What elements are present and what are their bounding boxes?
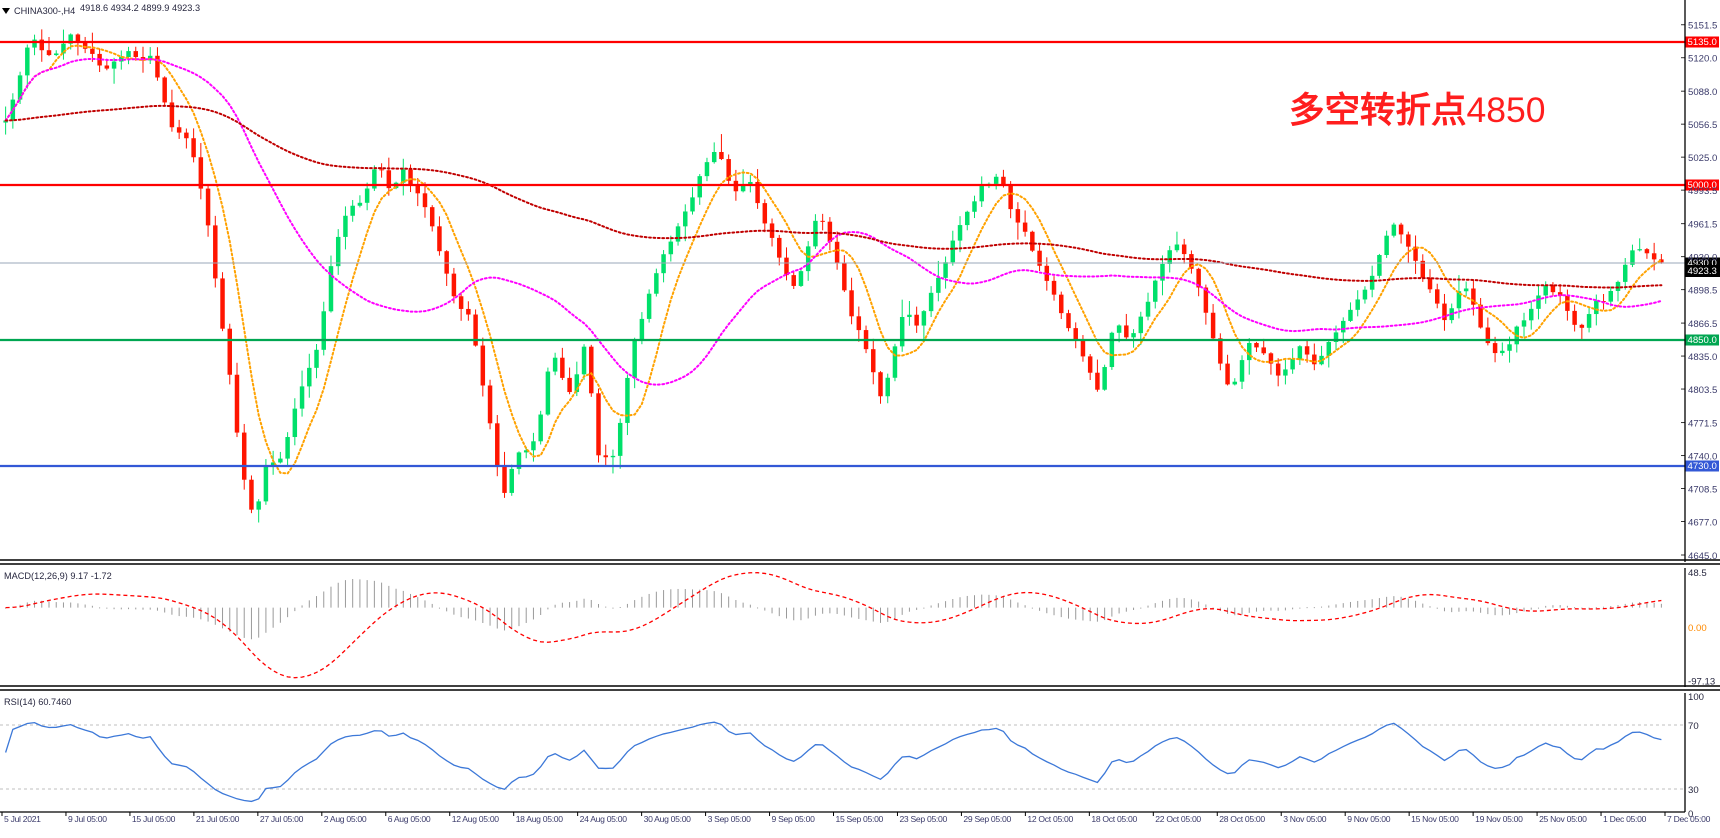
svg-text:MACD(12,26,9) 9.17 -1.72: MACD(12,26,9) 9.17 -1.72 bbox=[4, 571, 112, 581]
svg-text:18 Aug 05:00: 18 Aug 05:00 bbox=[516, 814, 564, 824]
svg-text:4730.0: 4730.0 bbox=[1688, 461, 1717, 472]
svg-text:6 Aug 05:00: 6 Aug 05:00 bbox=[388, 814, 431, 824]
svg-text:4835.0: 4835.0 bbox=[1688, 352, 1717, 363]
svg-text:5151.5: 5151.5 bbox=[1688, 21, 1717, 32]
svg-text:9 Jul 05:00: 9 Jul 05:00 bbox=[68, 814, 107, 824]
svg-text:4708.5: 4708.5 bbox=[1688, 485, 1717, 496]
svg-text:4850.0: 4850.0 bbox=[1688, 335, 1717, 346]
svg-text:48.5: 48.5 bbox=[1688, 568, 1707, 579]
svg-text:30 Aug 05:00: 30 Aug 05:00 bbox=[644, 814, 692, 824]
svg-text:多空转折点4850: 多空转折点4850 bbox=[1289, 90, 1546, 130]
svg-text:5135.0: 5135.0 bbox=[1688, 37, 1717, 48]
svg-text:12 Oct 05:00: 12 Oct 05:00 bbox=[1027, 814, 1073, 824]
svg-text:21 Jul 05:00: 21 Jul 05:00 bbox=[196, 814, 240, 824]
svg-text:28 Oct 05:00: 28 Oct 05:00 bbox=[1219, 814, 1265, 824]
svg-text:4803.5: 4803.5 bbox=[1688, 385, 1717, 396]
svg-text:CHINA300-,H4: CHINA300-,H4 bbox=[14, 6, 75, 16]
svg-text:25 Nov 05:00: 25 Nov 05:00 bbox=[1539, 814, 1587, 824]
svg-text:5088.0: 5088.0 bbox=[1688, 87, 1717, 98]
svg-text:5056.5: 5056.5 bbox=[1688, 120, 1717, 131]
svg-text:15 Sep 05:00: 15 Sep 05:00 bbox=[836, 814, 884, 824]
svg-text:4677.0: 4677.0 bbox=[1688, 517, 1717, 528]
svg-text:4961.5: 4961.5 bbox=[1688, 220, 1717, 231]
svg-text:9 Nov 05:00: 9 Nov 05:00 bbox=[1347, 814, 1391, 824]
svg-text:7 Dec 05:00: 7 Dec 05:00 bbox=[1667, 814, 1711, 824]
svg-text:27 Jul 05:00: 27 Jul 05:00 bbox=[260, 814, 304, 824]
svg-text:1 Dec 05:00: 1 Dec 05:00 bbox=[1603, 814, 1647, 824]
svg-text:5120.0: 5120.0 bbox=[1688, 54, 1717, 65]
svg-text:RSI(14) 60.7460: RSI(14) 60.7460 bbox=[4, 697, 71, 707]
svg-text:9 Sep 05:00: 9 Sep 05:00 bbox=[772, 814, 816, 824]
svg-text:18 Oct 05:00: 18 Oct 05:00 bbox=[1091, 814, 1137, 824]
svg-text:2 Aug 05:00: 2 Aug 05:00 bbox=[324, 814, 367, 824]
svg-text:15 Jul 05:00: 15 Jul 05:00 bbox=[132, 814, 176, 824]
svg-text:15 Nov 05:00: 15 Nov 05:00 bbox=[1411, 814, 1459, 824]
svg-text:4771.5: 4771.5 bbox=[1688, 419, 1717, 430]
svg-text:23 Sep 05:00: 23 Sep 05:00 bbox=[899, 814, 947, 824]
svg-text:4923.3: 4923.3 bbox=[1688, 266, 1717, 277]
svg-text:24 Aug 05:00: 24 Aug 05:00 bbox=[580, 814, 628, 824]
svg-text:100: 100 bbox=[1688, 692, 1704, 703]
svg-text:3 Sep 05:00: 3 Sep 05:00 bbox=[708, 814, 752, 824]
svg-text:30: 30 bbox=[1688, 785, 1699, 796]
svg-text:22 Oct 05:00: 22 Oct 05:00 bbox=[1155, 814, 1201, 824]
svg-text:4993.5: 4993.5 bbox=[1688, 186, 1717, 197]
svg-text:12 Aug 05:00: 12 Aug 05:00 bbox=[452, 814, 500, 824]
svg-text:19 Nov 05:00: 19 Nov 05:00 bbox=[1475, 814, 1523, 824]
svg-text:4898.5: 4898.5 bbox=[1688, 286, 1717, 297]
svg-text:3 Nov 05:00: 3 Nov 05:00 bbox=[1283, 814, 1327, 824]
svg-text:5 Jul 2021: 5 Jul 2021 bbox=[4, 814, 41, 824]
svg-text:70: 70 bbox=[1688, 721, 1699, 732]
svg-text:29 Sep 05:00: 29 Sep 05:00 bbox=[963, 814, 1011, 824]
svg-text:4740.0: 4740.0 bbox=[1688, 452, 1717, 463]
svg-text:4918.6 4934.2 4899.9 4923.3: 4918.6 4934.2 4899.9 4923.3 bbox=[80, 3, 200, 13]
svg-text:4930.0: 4930.0 bbox=[1688, 253, 1717, 264]
svg-text:5025.0: 5025.0 bbox=[1688, 153, 1717, 164]
svg-text:0.00: 0.00 bbox=[1688, 623, 1707, 634]
svg-text:4866.5: 4866.5 bbox=[1688, 319, 1717, 330]
